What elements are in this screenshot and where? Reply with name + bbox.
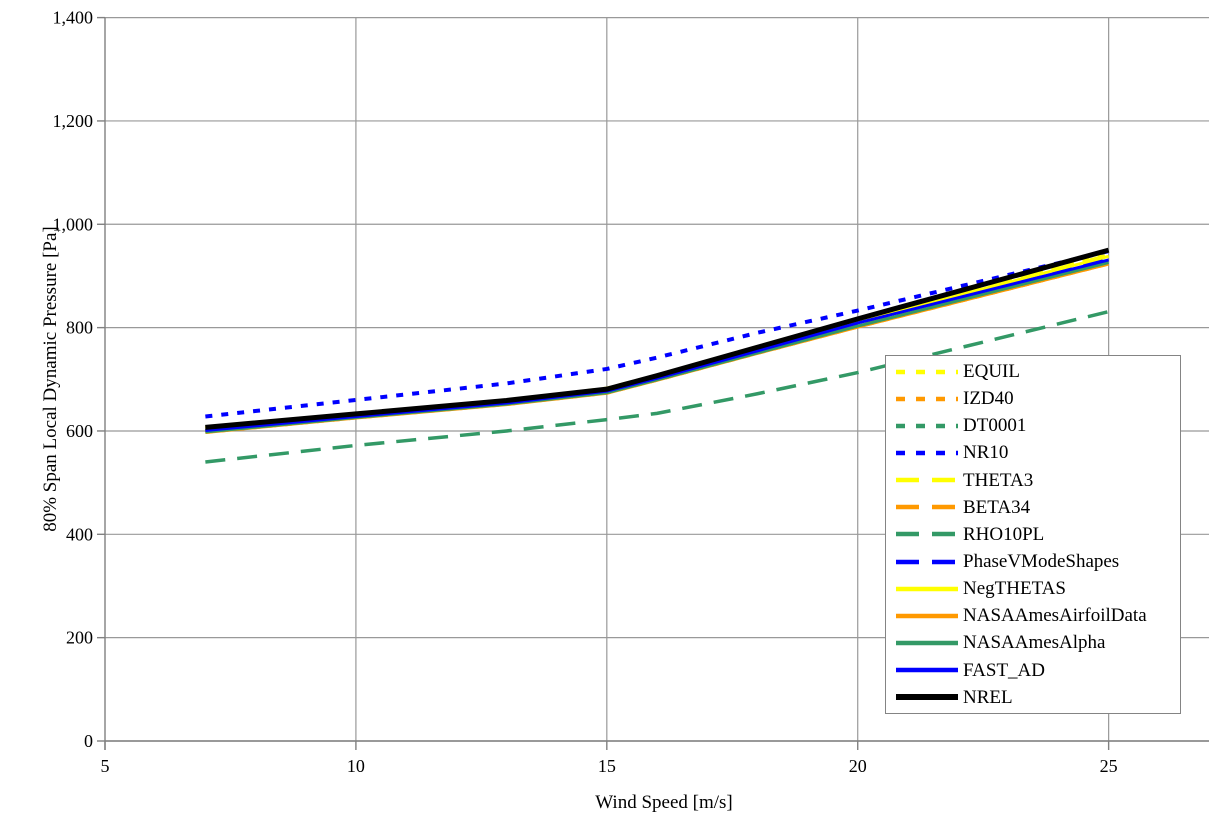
y-axis-title: 80% Span Local Dynamic Pressure [Pa] bbox=[40, 226, 61, 532]
legend-label-NREL: NREL bbox=[963, 686, 1013, 708]
legend-swatch-NR10 bbox=[896, 450, 958, 456]
legend-label-NR10: NR10 bbox=[963, 442, 1009, 464]
legend-swatch-DT0001 bbox=[896, 423, 958, 429]
legend-item-NASAAmesAlpha: NASAAmesAlpha bbox=[895, 630, 1180, 656]
legend-item-BETA34: BETA34 bbox=[895, 494, 1180, 520]
legend-swatch-IZD40 bbox=[896, 396, 958, 401]
legend-label-BETA34: BETA34 bbox=[963, 496, 1031, 518]
legend-swatch-NegTHETAS bbox=[896, 586, 958, 591]
legend-swatch-PhaseVModeShapes bbox=[896, 559, 958, 564]
x-tick-label: 25 bbox=[1100, 756, 1118, 776]
y-tick-label: 1,400 bbox=[53, 8, 94, 28]
x-tick-label: 15 bbox=[598, 756, 616, 776]
y-tick-label: 0 bbox=[84, 731, 93, 751]
x-axis-title: Wind Speed [m/s] bbox=[595, 792, 733, 813]
y-tick-label: 1,200 bbox=[53, 111, 94, 131]
legend-item-THETA3: THETA3 bbox=[895, 467, 1180, 493]
legend-item-DT0001: DT0001 bbox=[895, 413, 1180, 439]
x-tick-label: 20 bbox=[849, 756, 867, 776]
legend-label-THETA3: THETA3 bbox=[963, 469, 1034, 491]
legend-label-NASAAmesAirfoilData: NASAAmesAirfoilData bbox=[963, 605, 1147, 627]
legend-swatch-NASAAmesAirfoilData bbox=[896, 613, 958, 619]
legend-item-EQUIL: EQUIL bbox=[895, 359, 1180, 385]
series-line-RHO10PL bbox=[205, 309, 1110, 464]
legend-item-RHO10PL: RHO10PL bbox=[895, 521, 1180, 547]
legend-item-PhaseVModeShapes: PhaseVModeShapes bbox=[895, 549, 1180, 575]
legend-swatch-NASAAmesAlpha bbox=[896, 640, 958, 646]
legend-label-NegTHETAS: NegTHETAS bbox=[963, 578, 1066, 600]
legend-label-PhaseVModeShapes: PhaseVModeShapes bbox=[963, 551, 1120, 573]
y-tick-label: 400 bbox=[66, 524, 93, 544]
x-tick-label: 10 bbox=[347, 756, 365, 776]
legend-label-RHO10PL: RHO10PL bbox=[963, 523, 1045, 545]
y-tick-label: 1,000 bbox=[53, 214, 94, 234]
legend-item-IZD40: IZD40 bbox=[895, 386, 1180, 412]
series-line-NREL bbox=[205, 247, 1110, 430]
legend-label-FAST_AD: FAST_AD bbox=[963, 659, 1045, 681]
legend-swatch-FAST_AD bbox=[896, 667, 958, 673]
legend-label-NASAAmesAlpha: NASAAmesAlpha bbox=[963, 632, 1106, 654]
legend-label-DT0001: DT0001 bbox=[963, 415, 1027, 437]
series-line-NR10 bbox=[205, 249, 1110, 419]
y-tick-label: 800 bbox=[66, 318, 93, 338]
legend-item-NR10: NR10 bbox=[895, 440, 1180, 466]
legend-swatch-BETA34 bbox=[896, 505, 958, 510]
legend-item-NREL: NREL bbox=[895, 684, 1180, 710]
x-tick-label: 5 bbox=[101, 756, 110, 776]
legend-item-NASAAmesAirfoilData: NASAAmesAirfoilData bbox=[895, 603, 1180, 629]
legend-label-EQUIL: EQUIL bbox=[963, 361, 1020, 383]
y-tick-label: 600 bbox=[66, 421, 93, 441]
legend-swatch-RHO10PL bbox=[896, 532, 958, 537]
legend: EQUIL IZD40 DT0001 NR10 THETA3 BETA34 RHO10PL P… bbox=[885, 355, 1181, 714]
legend-swatch-THETA3 bbox=[896, 477, 958, 483]
legend-swatch-NREL bbox=[896, 694, 958, 701]
legend-label-IZD40: IZD40 bbox=[963, 388, 1014, 410]
legend-item-NegTHETAS: NegTHETAS bbox=[895, 576, 1180, 602]
legend-item-FAST_AD: FAST_AD bbox=[895, 657, 1180, 683]
legend-swatch-EQUIL bbox=[896, 369, 958, 374]
y-tick-label: 200 bbox=[66, 628, 93, 648]
